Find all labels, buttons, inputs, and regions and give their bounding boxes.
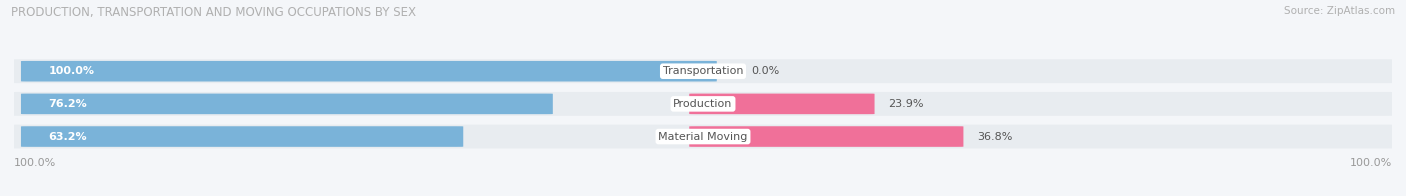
Text: 76.2%: 76.2% [48, 99, 87, 109]
Legend: Male, Female: Male, Female [640, 195, 766, 196]
Text: 0.0%: 0.0% [751, 66, 779, 76]
FancyBboxPatch shape [689, 126, 963, 147]
Text: 63.2%: 63.2% [48, 132, 87, 142]
Text: 100.0%: 100.0% [1350, 158, 1392, 168]
FancyBboxPatch shape [0, 92, 1406, 116]
FancyBboxPatch shape [0, 125, 1406, 149]
FancyBboxPatch shape [21, 126, 463, 147]
Text: 36.8%: 36.8% [977, 132, 1012, 142]
Text: 100.0%: 100.0% [14, 158, 56, 168]
FancyBboxPatch shape [21, 94, 553, 114]
FancyBboxPatch shape [689, 94, 875, 114]
FancyBboxPatch shape [21, 61, 717, 82]
Text: 100.0%: 100.0% [48, 66, 94, 76]
Text: Material Moving: Material Moving [658, 132, 748, 142]
Text: PRODUCTION, TRANSPORTATION AND MOVING OCCUPATIONS BY SEX: PRODUCTION, TRANSPORTATION AND MOVING OC… [11, 6, 416, 19]
Text: Production: Production [673, 99, 733, 109]
Text: Transportation: Transportation [662, 66, 744, 76]
Text: Source: ZipAtlas.com: Source: ZipAtlas.com [1284, 6, 1395, 16]
FancyBboxPatch shape [0, 59, 1406, 83]
Text: 23.9%: 23.9% [889, 99, 924, 109]
